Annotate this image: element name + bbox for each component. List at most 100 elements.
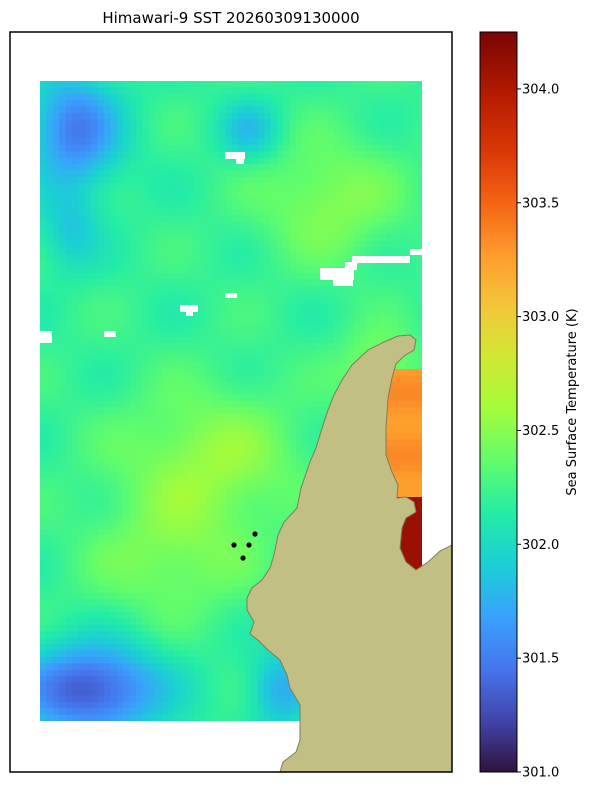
sst-cell bbox=[46, 202, 54, 210]
sst-cell bbox=[328, 394, 335, 402]
sst-cell bbox=[238, 138, 246, 146]
sst-cell bbox=[59, 497, 67, 504]
sst-cell bbox=[142, 426, 150, 434]
sst-cell bbox=[270, 330, 278, 338]
sst-cell bbox=[180, 388, 188, 396]
sst-cell bbox=[372, 266, 380, 274]
sst-cell bbox=[385, 106, 393, 114]
sst-cell bbox=[417, 241, 422, 248]
sst-cell bbox=[283, 330, 291, 338]
sst-cell bbox=[46, 516, 54, 524]
sst-cell bbox=[308, 337, 316, 344]
sst-cell bbox=[264, 292, 271, 300]
sst-cell bbox=[168, 567, 175, 575]
sst-cell bbox=[264, 241, 271, 248]
sst-cell bbox=[78, 81, 86, 88]
sst-cell bbox=[123, 260, 131, 268]
sst-cell bbox=[97, 580, 105, 588]
sst-cell bbox=[193, 426, 201, 434]
sst-cell bbox=[46, 119, 54, 127]
sst-cell bbox=[398, 381, 406, 389]
sst-cell bbox=[123, 388, 131, 396]
sst-cell bbox=[372, 164, 380, 172]
sst-cell bbox=[340, 369, 348, 376]
sst-cell bbox=[276, 177, 284, 184]
sst-cell bbox=[398, 209, 406, 216]
sst-cell bbox=[347, 324, 355, 332]
sst-cell bbox=[84, 343, 92, 351]
sst-cell bbox=[123, 573, 131, 581]
sst-cell bbox=[187, 317, 195, 325]
sst-cell bbox=[264, 279, 271, 287]
sst-cell bbox=[404, 401, 412, 408]
sst-cell bbox=[232, 215, 239, 223]
sst-cell bbox=[225, 113, 233, 120]
sst-cell bbox=[174, 183, 182, 191]
sst-cell bbox=[104, 209, 111, 216]
sst-cell bbox=[168, 535, 175, 543]
sst-cell bbox=[372, 113, 380, 120]
sst-cell bbox=[174, 247, 182, 255]
sst-cell bbox=[104, 381, 111, 389]
sst-cell bbox=[238, 484, 246, 492]
sst-cell bbox=[379, 170, 387, 178]
sst-cell bbox=[404, 554, 412, 562]
sst-cell bbox=[302, 381, 310, 389]
sst-cell bbox=[264, 151, 271, 159]
sst-cell bbox=[187, 157, 195, 165]
sst-cell bbox=[142, 573, 150, 581]
sst-cell bbox=[302, 234, 310, 242]
sst-cell bbox=[136, 106, 143, 114]
sst-cell bbox=[315, 375, 323, 383]
sst-cell bbox=[91, 477, 99, 485]
sst-cell bbox=[84, 420, 92, 428]
sst-cell bbox=[347, 132, 355, 140]
sst-cell bbox=[385, 311, 393, 319]
sst-cell bbox=[116, 369, 124, 376]
sst-cell bbox=[174, 285, 182, 293]
sst-cell bbox=[347, 183, 355, 191]
sst-cell bbox=[264, 452, 271, 460]
sst-cell bbox=[308, 151, 316, 159]
sst-cell bbox=[52, 394, 60, 402]
sst-cell bbox=[289, 100, 297, 108]
sst-cell bbox=[180, 369, 188, 376]
sst-cell bbox=[206, 420, 214, 428]
sst-cell bbox=[251, 375, 259, 383]
sst-cell bbox=[353, 343, 361, 351]
sst-cell bbox=[187, 452, 195, 460]
sst-cell bbox=[244, 125, 252, 133]
sst-cell bbox=[136, 170, 143, 178]
sst-cell bbox=[232, 420, 239, 428]
sst-cell bbox=[251, 465, 259, 472]
sst-cell bbox=[353, 113, 361, 120]
sst-cell bbox=[315, 151, 323, 159]
sst-cell bbox=[72, 266, 79, 274]
sst-cell bbox=[417, 541, 422, 549]
sst-cell bbox=[123, 202, 131, 210]
sst-cell bbox=[206, 324, 214, 332]
sst-cell bbox=[257, 356, 265, 364]
sst-cell bbox=[148, 471, 156, 479]
sst-cell bbox=[161, 113, 169, 120]
sst-cell bbox=[206, 81, 214, 88]
sst-cell bbox=[180, 87, 188, 95]
sst-cell bbox=[104, 426, 111, 434]
sst-cell bbox=[91, 241, 99, 248]
sst-cell bbox=[161, 420, 169, 428]
sst-cell bbox=[180, 541, 188, 549]
sst-cell bbox=[225, 369, 233, 376]
sst-cell bbox=[315, 343, 323, 351]
sst-cell bbox=[360, 337, 367, 344]
sst-cell bbox=[244, 413, 252, 421]
sst-cell bbox=[123, 375, 131, 383]
sst-cell bbox=[283, 125, 291, 133]
sst-cell bbox=[270, 317, 278, 325]
sst-cell bbox=[334, 228, 342, 236]
sst-cell bbox=[219, 605, 227, 613]
sst-cell bbox=[289, 209, 297, 216]
sst-cell bbox=[136, 324, 143, 332]
sst-cell bbox=[59, 612, 67, 620]
sst-cell bbox=[46, 362, 54, 370]
